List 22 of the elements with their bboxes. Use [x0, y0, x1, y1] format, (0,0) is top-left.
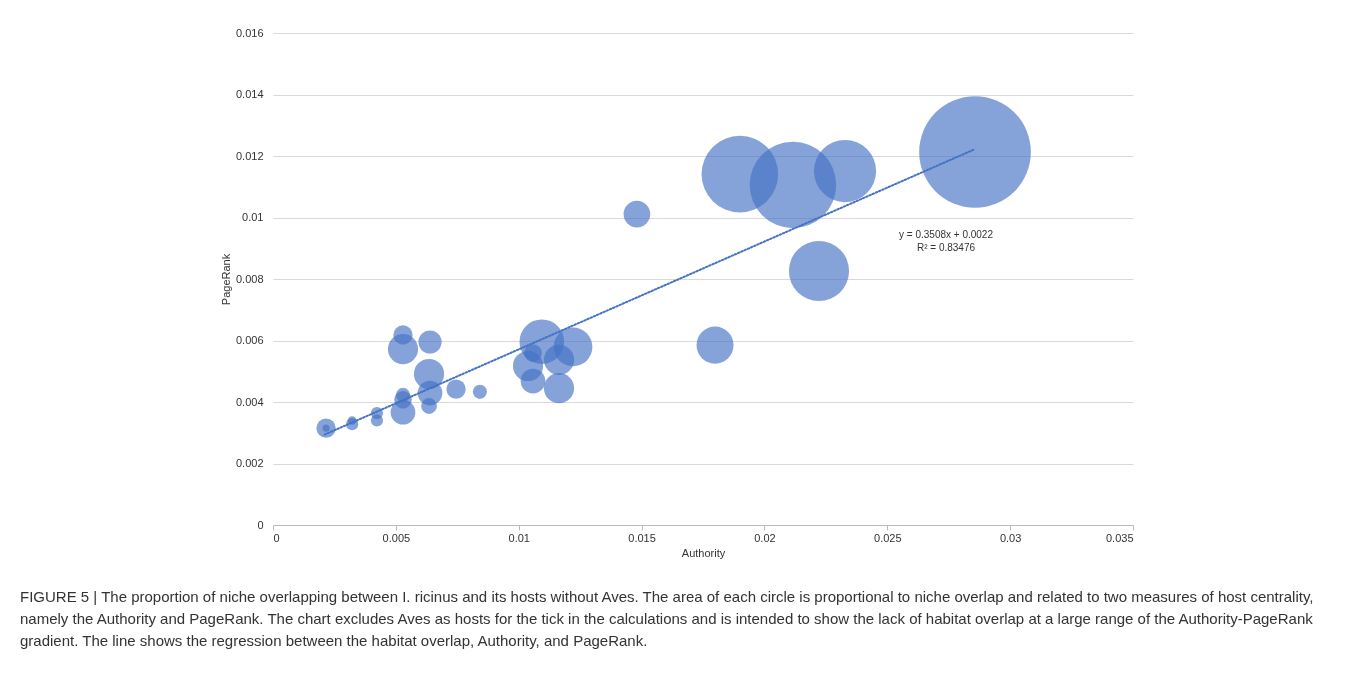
annotation: R² = 0.83476 — [916, 242, 976, 253]
x-tick-label: 0.015 — [628, 531, 656, 544]
x-tick-label: 0.01 — [508, 531, 530, 544]
y-tick-label: 0.002 — [235, 457, 264, 469]
x-tick-label: 0.02 — [754, 531, 776, 544]
caption: FIGURE 5 | The proportion of niche overlapping between I. ricinus and its hosts without Aves. The area of each circle is proportional to niche overlap and related to two measures of host centrality, namely the Authority and PageRank. The chart excludes Aves as hosts for the tick in the calculations and is intended to show the lack of habitat overlap at a large range of the Authority-PageRank gradient. The line shows the regression between the habitat overlap, Authority, and PageRank. — [20, 587, 1315, 651]
annotation: y = 0.3508x + 0.0022 — [899, 229, 994, 240]
x-tick-label: 0.025 — [874, 531, 902, 544]
x-axis-title: Authority — [681, 546, 726, 559]
y-tick-label: 0 — [257, 518, 264, 531]
y-tick-label: 0.016 — [235, 26, 264, 39]
y-tick-label: 0.014 — [235, 88, 264, 100]
x-tick-label: 0.005 — [382, 531, 411, 544]
y-axis-title: PageRank — [219, 253, 232, 306]
y-tick-label: 0.006 — [235, 334, 264, 346]
x-tick-label: 0.03 — [999, 531, 1022, 544]
y-tick-label: 0.01 — [242, 211, 264, 223]
y-tick-label: 0.012 — [235, 149, 264, 162]
y-tick-label: 0.004 — [235, 395, 264, 408]
x-tick-label: 0 — [273, 531, 280, 544]
y-tick-label: 0.008 — [235, 272, 264, 285]
x-tick-label: 0.035 — [1105, 531, 1134, 544]
